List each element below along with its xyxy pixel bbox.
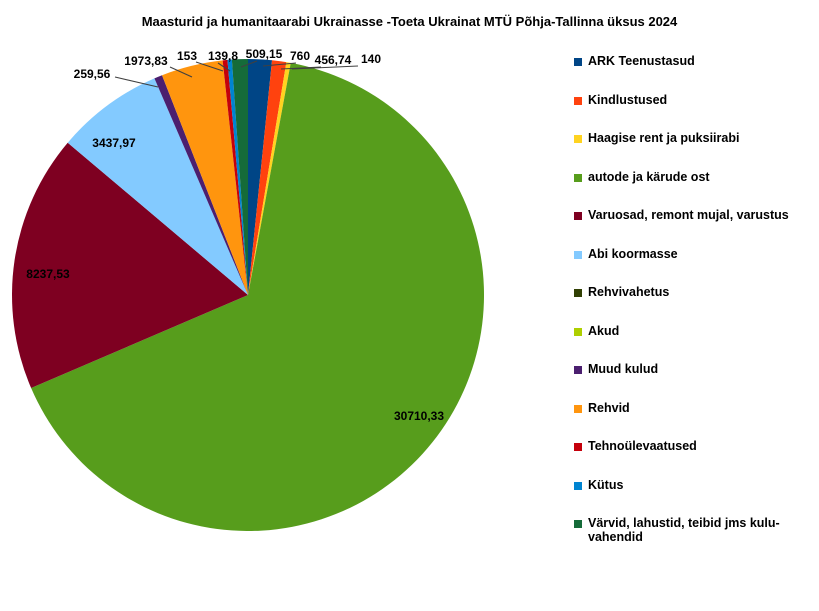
legend-label: Varuosad, remont mujal, varustus (588, 208, 789, 222)
legend-label: Rehvivahetus (588, 285, 670, 299)
legend-item-rehvivahetus: Rehvivahetus (574, 285, 812, 300)
legend-label: Akud (588, 324, 620, 338)
pie-slice-autode-ja-k-rude-ost (31, 62, 485, 532)
pie-slice-k-tus (227, 59, 248, 295)
legend-swatch (574, 365, 582, 374)
legend-item-k-tus: Kütus (574, 478, 812, 493)
label-leader-line (169, 66, 193, 78)
legend-swatch (574, 442, 582, 451)
chart-title: Maasturid ja humanitaarabi Ukrainasse -T… (141, 14, 678, 29)
legend-swatch (574, 250, 582, 259)
slice-value-label-kindlustused: 456,74 (315, 53, 352, 67)
legend-item-kindlustused: Kindlustused (574, 93, 812, 108)
legend-swatch (574, 481, 582, 490)
pie-slice-tehno-levaatused (222, 59, 248, 296)
legend-swatch (574, 519, 582, 528)
label-leader-line (280, 66, 322, 70)
legend-swatch (574, 211, 582, 220)
legend-item-rehvid: Rehvid (574, 401, 812, 416)
slice-value-label-varuosad-remont-mujal-varustus: 8237,53 (26, 267, 70, 281)
slice-value-label-k-tus: 139,8 (208, 49, 238, 63)
legend-item-ark-teenustasud: ARK Teenustasud (574, 54, 812, 69)
legend-swatch (574, 327, 582, 336)
slice-value-label-ark-teenustasud: 760 (290, 49, 310, 63)
legend-label: Kütus (588, 478, 624, 492)
legend-item-autode-ja-k-rude-ost: autode ja kärude ost (574, 170, 812, 185)
legend-swatch (574, 96, 582, 105)
legend-label: Muud kulud (588, 362, 659, 376)
slice-value-label-v-rvid-lahustid-teibid-jms-kulu-vahendid: 509,15 (246, 47, 283, 61)
legend-item-tehno-levaatused: Tehnoülevaatused (574, 439, 812, 454)
legend-label: Tehnoülevaatused (588, 439, 697, 453)
slice-value-label-autode-ja-k-rude-ost: 30710,33 (394, 409, 444, 423)
legend-swatch (574, 404, 582, 413)
slice-value-label-haagise-rent-ja-puksiirabi: 140 (361, 52, 381, 66)
label-leader-line (262, 62, 297, 67)
label-leader-line (195, 61, 224, 72)
pie-slice-varuosad-remont-mujal-varustus (12, 142, 249, 389)
pie-slice-abi-koormasse (67, 78, 248, 295)
legend-item-haagise-rent-ja-puksiirabi: Haagise rent ja puksiirabi (574, 131, 812, 146)
legend-label: ARK Teenustasud (588, 54, 695, 68)
slice-value-label-rehvid: 1973,83 (124, 54, 168, 68)
legend-item-abi-koormasse: Abi koormasse (574, 247, 812, 262)
label-leader-line (240, 60, 258, 68)
legend-swatch (574, 134, 582, 143)
legend-swatch (574, 173, 582, 182)
legend-swatch (574, 288, 582, 297)
slice-value-label-tehno-levaatused: 153 (177, 49, 197, 63)
legend-label: Haagise rent ja puksiirabi (588, 131, 740, 145)
legend-label: Kindlustused (588, 93, 668, 107)
label-leader-line (217, 62, 231, 72)
pie-slice-rehvid (162, 60, 248, 296)
pie-slice-kindlustused (248, 60, 287, 296)
pie-slice-v-rvid-lahustid-teibid-jms-kulu-vahendid (231, 58, 248, 295)
legend-item-muud-kulud: Muud kulud (574, 362, 812, 377)
legend-item-akud: Akud (574, 324, 812, 339)
legend-item-v-rvid-lahustid-teibid-jms-kulu-vahendid: Värvid, lahustid, teibid jms kulu- vahen… (574, 516, 812, 544)
pie-slice-ark-teenustasud (248, 59, 273, 295)
pie-slice-haagise-rent-ja-puksiirabi (248, 62, 291, 295)
pie-slice-muud-kulud (154, 75, 248, 296)
label-leader-line (114, 76, 159, 88)
legend-label: Värvid, lahustid, teibid jms kulu- vahen… (588, 516, 780, 544)
legend-label: Abi koormasse (588, 247, 678, 261)
slice-value-label-abi-koormasse: 3437,97 (92, 136, 136, 150)
legend-swatch (574, 57, 582, 66)
label-leader-line (291, 65, 359, 70)
legend-label: autode ja kärude ost (588, 170, 710, 184)
legend-label: Rehvid (588, 401, 630, 415)
legend-item-varuosad-remont-mujal-varustus: Varuosad, remont mujal, varustus (574, 208, 812, 223)
slice-value-label-muud-kulud: 259,56 (74, 67, 111, 81)
